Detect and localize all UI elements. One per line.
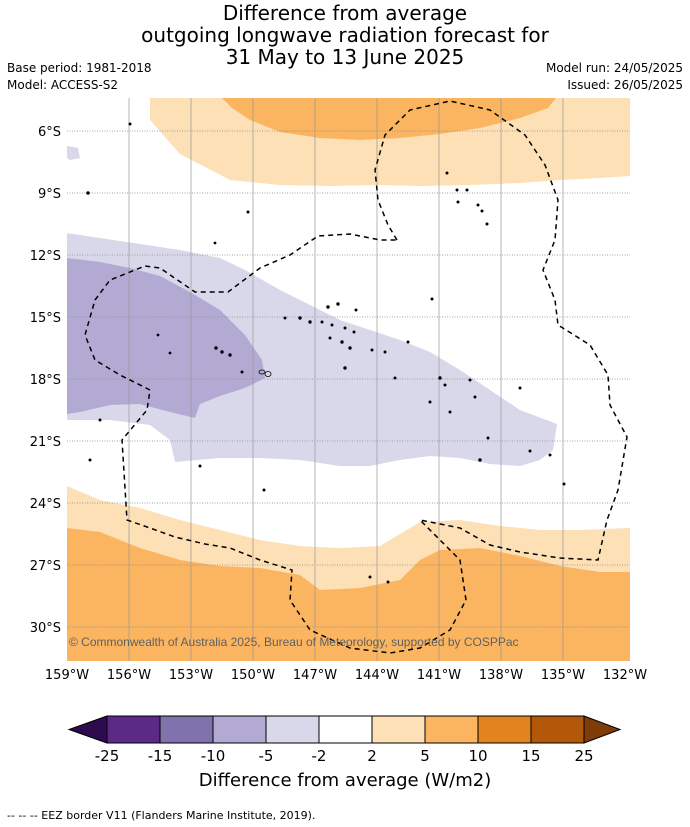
lon-label: 147°W [293, 668, 337, 683]
colorbar-segment [106, 715, 161, 744]
colorbar-segment [265, 715, 320, 744]
meridians [128, 98, 564, 661]
colorbar-segment [477, 715, 532, 744]
colorbar-tick-label: 5 [420, 747, 430, 765]
colorbar-segment [371, 715, 426, 744]
model-run: Model run: 24/05/2025 [545, 61, 683, 75]
issued-date: Issued: 26/05/2025 [567, 78, 683, 92]
lon-label: 132°W [603, 668, 647, 683]
anomaly-south-5to10 [67, 528, 630, 661]
lat-label: 27°S [30, 559, 61, 574]
anomaly-mid-neg5to10 [67, 258, 265, 418]
lat-label: 12°S [30, 249, 61, 264]
longitude-labels: 159°W 156°W 153°W 150°W 147°W 144°W 141°… [45, 668, 647, 683]
eez-border-french-polynesia [84, 100, 628, 654]
lon-label: 138°W [479, 668, 523, 683]
lon-label: 144°W [355, 668, 399, 683]
colorbar-tick-label: -10 [201, 747, 226, 765]
lat-label: 21°S [30, 435, 61, 450]
colorbar-ticks: -25 -15 -10 -5 -2 2 5 10 15 25 [95, 747, 594, 765]
model-name: Model: ACCESS-S2 [7, 78, 119, 92]
lon-label: 135°W [541, 668, 585, 683]
colorbar-title: Difference from average (W/m2) [198, 770, 492, 791]
title-line-2: outgoing longwave radiation forecast for [141, 23, 549, 47]
colorbar-segment [530, 715, 585, 744]
eez-borders [84, 100, 628, 654]
colorbar-segment [159, 715, 214, 744]
colorbar-tick-label: 10 [468, 747, 487, 765]
lon-label: 141°W [417, 668, 461, 683]
colorbar [67, 715, 622, 744]
colorbar-tick-label: -25 [95, 747, 120, 765]
islands [86, 122, 566, 584]
lon-label: 159°W [45, 668, 89, 683]
lat-label: 24°S [30, 497, 61, 512]
colorbar-segment [318, 715, 373, 744]
colorbar-max-arrow [583, 715, 622, 744]
colorbar-tick-label: 2 [367, 747, 377, 765]
colorbar-tick-label: 25 [574, 747, 593, 765]
base-period: Base period: 1981-2018 [7, 61, 152, 75]
colorbar-segment [212, 715, 267, 744]
latitude-labels: 6°S 9°S 12°S 15°S 18°S 21°S 24°S 27°S 30… [30, 125, 61, 636]
lon-label: 156°W [107, 668, 151, 683]
island-outlines [258, 369, 272, 377]
colorbar-tick-label: -2 [312, 747, 327, 765]
lon-label: 153°W [169, 668, 213, 683]
colorbar-min-arrow [67, 715, 108, 744]
lat-label: 6°S [38, 125, 61, 140]
lat-label: 18°S [30, 373, 61, 388]
footnote-eez: -- -- -- EEZ border V11 (Flanders Marine… [7, 809, 316, 822]
map-title: Difference from average outgoing longwav… [0, 2, 690, 68]
anomaly-north-5to10 [222, 98, 556, 140]
meta-left: Base period: 1981-2018 Model: ACCESS-S2 [7, 60, 152, 94]
lat-label: 9°S [38, 187, 61, 202]
lat-label: 30°S [30, 621, 61, 636]
map-panel: © Commonwealth of Australia 2025, Bureau… [67, 98, 630, 661]
title-line-1: Difference from average [222, 1, 468, 25]
colorbar-segment [424, 715, 479, 744]
colorbar-tick-label: -15 [148, 747, 173, 765]
lon-label: 150°W [231, 668, 275, 683]
colorbar-tick-label: 15 [521, 747, 540, 765]
meta-right: Model run: 24/05/2025 Issued: 26/05/2025 [546, 60, 683, 94]
copyright-text: © Commonwealth of Australia 2025, Bureau… [69, 635, 519, 649]
title-line-3: 31 May to 13 June 2025 [225, 45, 465, 69]
anomaly-small-patch [67, 146, 80, 160]
lat-label: 15°S [30, 311, 61, 326]
colorbar-tick-label: -5 [259, 747, 274, 765]
